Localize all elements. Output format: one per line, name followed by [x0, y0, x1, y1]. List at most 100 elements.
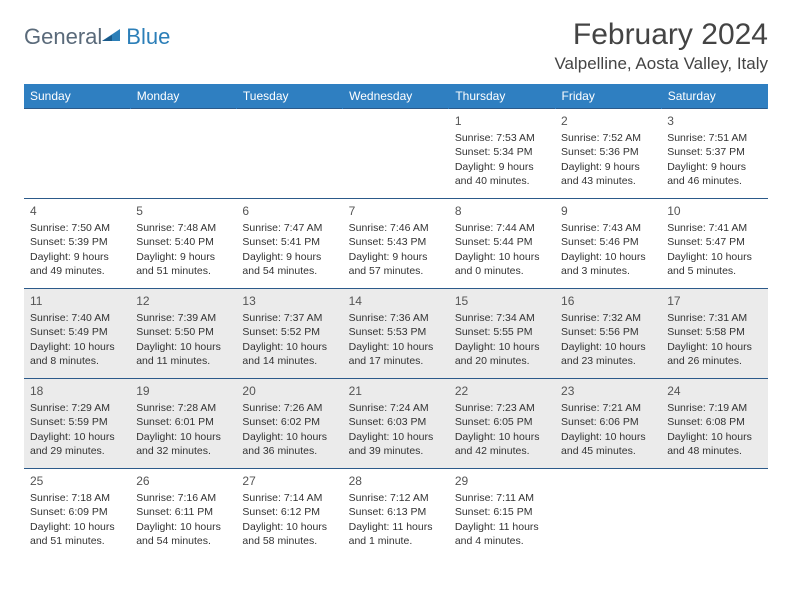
day-number: 25	[30, 473, 124, 489]
day-number: 3	[667, 113, 761, 129]
day-cell: 23Sunrise: 7:21 AMSunset: 6:06 PMDayligh…	[555, 379, 661, 469]
logo-text-blue: Blue	[126, 24, 170, 50]
day-number: 19	[136, 383, 230, 399]
sunrise-line: Sunrise: 7:29 AM	[30, 401, 124, 415]
sunrise-line: Sunrise: 7:19 AM	[667, 401, 761, 415]
sunrise-line: Sunrise: 7:52 AM	[561, 131, 655, 145]
daylight-line: Daylight: 9 hours and 51 minutes.	[136, 250, 230, 278]
daylight-line: Daylight: 9 hours and 49 minutes.	[30, 250, 124, 278]
daylight-line: Daylight: 10 hours and 17 minutes.	[349, 340, 443, 368]
daylight-line: Daylight: 9 hours and 40 minutes.	[455, 160, 549, 188]
daylight-line: Daylight: 10 hours and 0 minutes.	[455, 250, 549, 278]
location-label: Valpelline, Aosta Valley, Italy	[554, 54, 768, 74]
sunset-line: Sunset: 5:53 PM	[349, 325, 443, 339]
day-number: 26	[136, 473, 230, 489]
sunrise-line: Sunrise: 7:39 AM	[136, 311, 230, 325]
day-cell: 27Sunrise: 7:14 AMSunset: 6:12 PMDayligh…	[236, 469, 342, 559]
daylight-line: Daylight: 10 hours and 39 minutes.	[349, 430, 443, 458]
day-number: 7	[349, 203, 443, 219]
day-number: 21	[349, 383, 443, 399]
day-cell: 10Sunrise: 7:41 AMSunset: 5:47 PMDayligh…	[661, 199, 767, 289]
day-cell: 24 Sunrise: 7:19 AMSunset: 6:08 PMDayligh…	[661, 379, 767, 469]
day-cell: 11Sunrise: 7:40 AMSunset: 5:49 PMDayligh…	[24, 289, 130, 379]
triangle-icon	[102, 27, 122, 48]
sunrise-line: Sunrise: 7:48 AM	[136, 221, 230, 235]
day-number: 23	[561, 383, 655, 399]
day-number: 8	[455, 203, 549, 219]
week-row: 18Sunrise: 7:29 AMSunset: 5:59 PMDayligh…	[24, 379, 768, 469]
sunset-line: Sunset: 6:06 PM	[561, 415, 655, 429]
sunrise-line: Sunrise: 7:46 AM	[349, 221, 443, 235]
day-number: 27	[242, 473, 336, 489]
sunrise-line: Sunrise: 7:53 AM	[455, 131, 549, 145]
daylight-line: Daylight: 10 hours and 11 minutes.	[136, 340, 230, 368]
day-number: 17	[667, 293, 761, 309]
day-number: 2	[561, 113, 655, 129]
sunrise-line: Sunrise: 7:43 AM	[561, 221, 655, 235]
day-cell: 9Sunrise: 7:43 AMSunset: 5:46 PMDaylight…	[555, 199, 661, 289]
day-cell: 15Sunrise: 7:34 AMSunset: 5:55 PMDayligh…	[449, 289, 555, 379]
logo: General Blue	[24, 18, 170, 50]
day-cell: 6Sunrise: 7:47 AMSunset: 5:41 PMDaylight…	[236, 199, 342, 289]
sunrise-line: Sunrise: 7:51 AM	[667, 131, 761, 145]
weekday-header: Sunday	[24, 84, 130, 109]
daylight-line: Daylight: 10 hours and 23 minutes.	[561, 340, 655, 368]
day-cell	[236, 109, 342, 199]
day-cell: 13Sunrise: 7:37 AMSunset: 5:52 PMDayligh…	[236, 289, 342, 379]
sunrise-line: Sunrise: 7:50 AM	[30, 221, 124, 235]
daylight-line: Daylight: 10 hours and 51 minutes.	[30, 520, 124, 548]
logo-text-general: General	[24, 24, 102, 50]
day-number: 16	[561, 293, 655, 309]
day-cell: 14Sunrise: 7:36 AMSunset: 5:53 PMDayligh…	[343, 289, 449, 379]
sunset-line: Sunset: 6:01 PM	[136, 415, 230, 429]
daylight-line: Daylight: 10 hours and 54 minutes.	[136, 520, 230, 548]
day-cell: 3Sunrise: 7:51 AMSunset: 5:37 PMDaylight…	[661, 109, 767, 199]
sunrise-line: Sunrise: 7:28 AM	[136, 401, 230, 415]
sunrise-line: Sunrise: 7:44 AM	[455, 221, 549, 235]
day-cell: 1Sunrise: 7:53 AMSunset: 5:34 PMDaylight…	[449, 109, 555, 199]
day-cell: 16Sunrise: 7:32 AMSunset: 5:56 PMDayligh…	[555, 289, 661, 379]
day-number: 18	[30, 383, 124, 399]
header: General Blue February 2024 Valpelline, A…	[24, 18, 768, 74]
day-number: 24	[667, 383, 761, 399]
week-row: 1Sunrise: 7:53 AMSunset: 5:34 PMDaylight…	[24, 109, 768, 199]
daylight-line: Daylight: 10 hours and 42 minutes.	[455, 430, 549, 458]
weekday-header: Saturday	[661, 84, 767, 109]
sunrise-line: Sunrise: 7:23 AM	[455, 401, 549, 415]
sunset-line: Sunset: 6:08 PM	[667, 415, 761, 429]
sunset-line: Sunset: 6:02 PM	[242, 415, 336, 429]
sunset-line: Sunset: 6:12 PM	[242, 505, 336, 519]
day-cell	[555, 469, 661, 559]
sunrise-line: Sunrise: 7:47 AM	[242, 221, 336, 235]
day-number: 10	[667, 203, 761, 219]
sunset-line: Sunset: 5:52 PM	[242, 325, 336, 339]
sunrise-line: Sunrise: 7:26 AM	[242, 401, 336, 415]
day-cell: 12Sunrise: 7:39 AMSunset: 5:50 PMDayligh…	[130, 289, 236, 379]
weekday-header: Wednesday	[343, 84, 449, 109]
daylight-line: Daylight: 9 hours and 57 minutes.	[349, 250, 443, 278]
day-number: 20	[242, 383, 336, 399]
day-cell: 18Sunrise: 7:29 AMSunset: 5:59 PMDayligh…	[24, 379, 130, 469]
sunset-line: Sunset: 5:56 PM	[561, 325, 655, 339]
sunrise-line: Sunrise: 7:18 AM	[30, 491, 124, 505]
daylight-line: Daylight: 10 hours and 26 minutes.	[667, 340, 761, 368]
title-block: February 2024 Valpelline, Aosta Valley, …	[554, 18, 768, 74]
day-cell: 26Sunrise: 7:16 AMSunset: 6:11 PMDayligh…	[130, 469, 236, 559]
daylight-line: Daylight: 10 hours and 32 minutes.	[136, 430, 230, 458]
sunset-line: Sunset: 5:43 PM	[349, 235, 443, 249]
week-row: 11Sunrise: 7:40 AMSunset: 5:49 PMDayligh…	[24, 289, 768, 379]
day-number: 11	[30, 293, 124, 309]
sunset-line: Sunset: 6:09 PM	[30, 505, 124, 519]
weekday-header: Thursday	[449, 84, 555, 109]
sunset-line: Sunset: 5:49 PM	[30, 325, 124, 339]
daylight-line: Daylight: 11 hours and 4 minutes.	[455, 520, 549, 548]
sunset-line: Sunset: 5:50 PM	[136, 325, 230, 339]
sunset-line: Sunset: 6:11 PM	[136, 505, 230, 519]
sunrise-line: Sunrise: 7:12 AM	[349, 491, 443, 505]
sunrise-line: Sunrise: 7:37 AM	[242, 311, 336, 325]
daylight-line: Daylight: 10 hours and 48 minutes.	[667, 430, 761, 458]
day-cell	[130, 109, 236, 199]
sunset-line: Sunset: 5:41 PM	[242, 235, 336, 249]
daylight-line: Daylight: 10 hours and 29 minutes.	[30, 430, 124, 458]
weekday-header: Monday	[130, 84, 236, 109]
